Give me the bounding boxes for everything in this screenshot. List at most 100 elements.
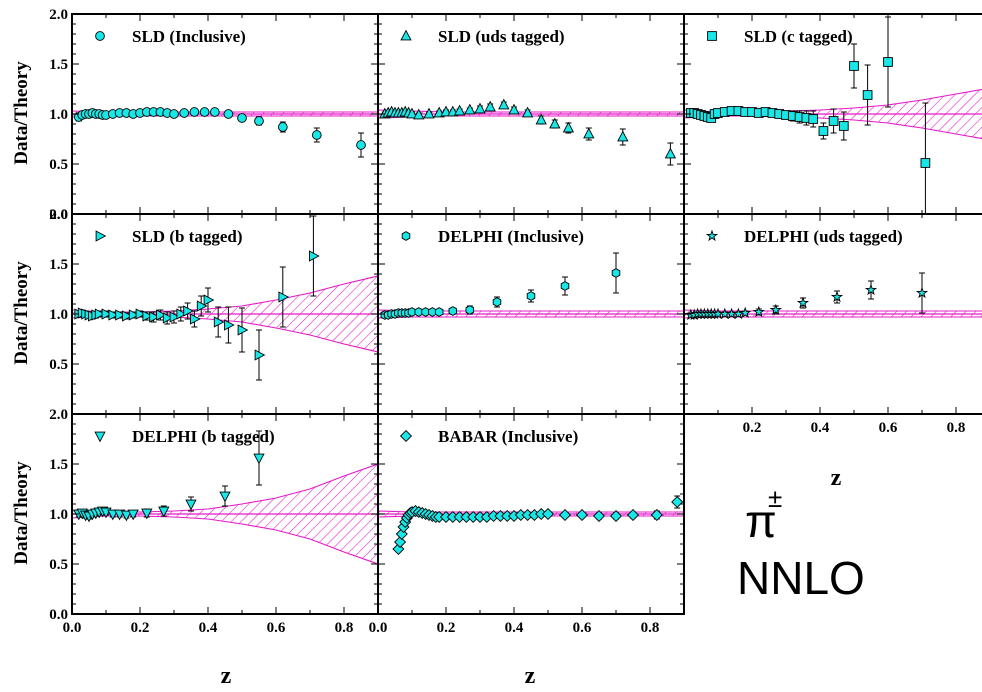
data-point: [526, 289, 536, 303]
data-point: [434, 307, 444, 317]
marker-triangle-right: [176, 308, 188, 320]
data-point: [560, 276, 570, 296]
marker-square: [849, 61, 859, 71]
marker-star: [830, 290, 844, 303]
data-point: [501, 509, 514, 523]
marker-triangle-right: [213, 316, 225, 328]
marker-diamond: [394, 535, 407, 549]
data-point: [535, 113, 547, 125]
data-point: [254, 116, 264, 126]
marker-star: [796, 296, 810, 309]
marker-triangle-up: [664, 147, 677, 159]
marker-triangle-up: [535, 113, 547, 125]
data-point: [494, 509, 507, 523]
marker-triangle-up: [617, 130, 629, 142]
x-tick-label: 0.2: [743, 420, 762, 436]
data-point: [309, 215, 320, 297]
data-point: [94, 308, 106, 320]
marker-triangle-down: [185, 499, 197, 511]
panel-7: 0.0 0.5 1.0 1.5 2.0 0.0 0.2 0.4 0.6 0.8 DELPHI (b …: [49, 407, 379, 636]
marker-triangle-down: [127, 509, 139, 521]
panel-title: SLD (Inclusive): [132, 27, 246, 46]
panel-3: SLD (c tagged): [683, 13, 982, 215]
marker-hexagon: [560, 281, 570, 291]
panel-4: 0.5 1.0 1.5 2.0 SLD (b tagged): [49, 207, 379, 415]
data-point: [311, 127, 322, 143]
marker-triangle-right: [183, 305, 194, 317]
y-tick-label: 1.0: [49, 507, 68, 523]
data-point: [575, 508, 589, 522]
marker-triangle-down: [158, 506, 170, 518]
data-point: [862, 64, 873, 126]
marker-hexagon: [526, 291, 536, 301]
marker-triangle-up: [453, 104, 466, 116]
data-point: [413, 108, 425, 120]
marker-diamond: [626, 508, 640, 522]
data-point: [487, 509, 500, 523]
data-point: [127, 509, 139, 521]
x-tick-label: 0.6: [267, 620, 286, 636]
x-tick-label: 0.0: [369, 620, 388, 636]
figure-labels: Data/Theory Data/Theory Data/Theory z z …: [11, 61, 865, 689]
marker-hexagon: [448, 306, 458, 316]
data-point: [828, 108, 839, 134]
marker-hexagon: [611, 268, 621, 278]
marker-triangle-right: [128, 309, 140, 321]
marker-triangle-right: [169, 311, 181, 323]
data-point: [464, 103, 476, 115]
marker-circle: [179, 108, 190, 118]
marker-triangle-up: [508, 103, 520, 115]
marker-square: [838, 121, 849, 131]
marker-square: [808, 114, 819, 124]
data-point: [219, 485, 231, 507]
marker-triangle-right: [309, 250, 320, 262]
data-point: [237, 113, 247, 123]
marker-triangle-right: [142, 310, 154, 322]
x-tick-label: 0.6: [879, 420, 898, 436]
data-point: [142, 310, 154, 322]
data-point: [752, 305, 765, 318]
marker-circle: [356, 140, 366, 150]
x-tick-label: 0.2: [437, 620, 456, 636]
marker-diamond: [575, 508, 589, 522]
particle-symbol: π: [745, 495, 777, 547]
marker-triangle-up: [562, 121, 575, 133]
data-point: [769, 303, 782, 316]
x-axis-label-right: z: [831, 465, 842, 491]
data-point: [474, 102, 486, 114]
legend-marker-diamond: [399, 429, 413, 443]
legend-marker-square: [707, 31, 717, 41]
data-point: [101, 308, 113, 320]
data-point: [609, 509, 623, 523]
marker-circle: [223, 109, 234, 119]
data-point: [406, 107, 418, 119]
marker-hexagon: [434, 307, 444, 317]
data-point: [169, 310, 181, 324]
data-point: [237, 307, 249, 353]
panel-8: 0.0 0.2 0.4 0.6 0.8 BABAR (Inclusive): [369, 413, 685, 636]
marker-triangle-up: [583, 127, 595, 139]
data-point: [664, 142, 677, 166]
data-point: [514, 508, 527, 522]
marker-triangle-up: [406, 107, 418, 119]
data-point: [671, 495, 684, 509]
x-tick-label: 0.8: [641, 620, 660, 636]
marker-circle: [237, 113, 247, 123]
panel-title: SLD (uds tagged): [438, 27, 565, 46]
panel-title: SLD (c tagged): [744, 27, 853, 46]
marker-square: [818, 126, 829, 136]
marker-triangle-right: [135, 308, 147, 320]
x-tick-label: 0.8: [335, 620, 354, 636]
marker-triangle-up: [498, 98, 510, 110]
x-axis-label-middle: z: [525, 663, 536, 689]
data-point: [626, 508, 640, 522]
data-point: [114, 108, 125, 118]
particle-charge: ±: [768, 483, 782, 513]
data-point: [440, 105, 452, 117]
panel-title: DELPHI (Inclusive): [438, 227, 584, 246]
data-point: [920, 102, 931, 214]
marker-triangle-down: [219, 491, 231, 503]
marker-diamond: [558, 508, 572, 522]
panel-6: 0.2 0.4 0.6 0.8 DELPHI (uds tagged): [683, 213, 982, 436]
y-tick-label: 0.5: [49, 357, 68, 373]
